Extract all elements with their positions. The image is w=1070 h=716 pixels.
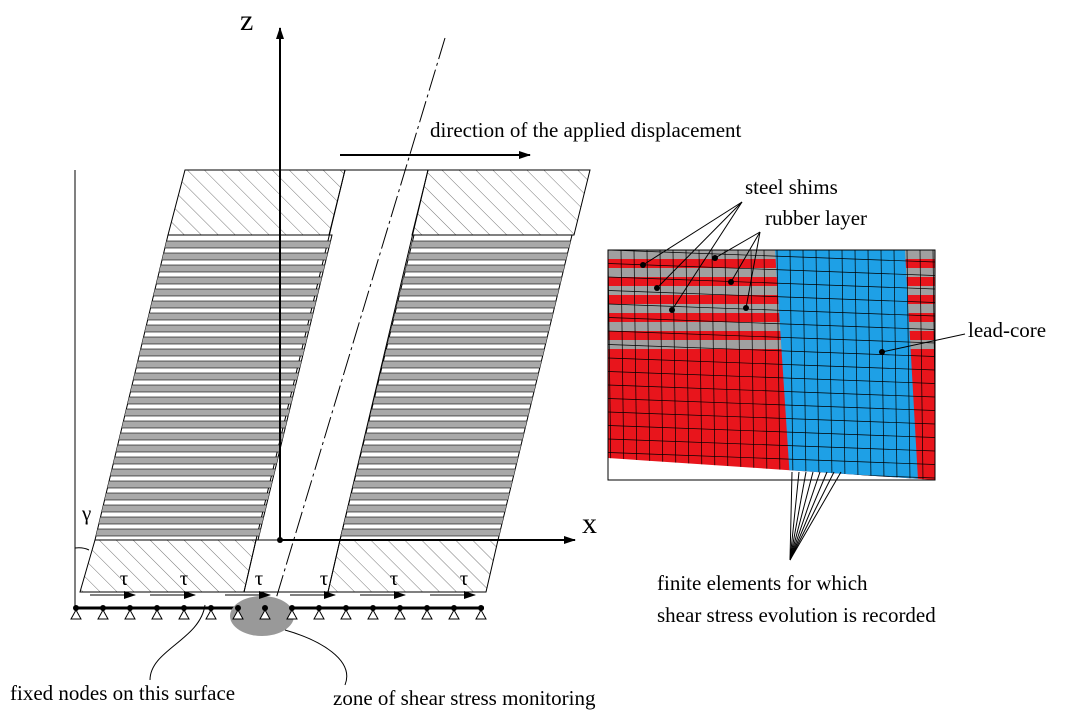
dot <box>743 305 749 311</box>
top-plate <box>168 170 345 235</box>
fe-leader <box>790 472 827 560</box>
x-label: x <box>582 507 597 540</box>
node <box>181 605 187 611</box>
zone-label: zone of shear stress monitoring <box>333 686 596 710</box>
shim <box>80 529 580 536</box>
angle-arc <box>75 548 89 550</box>
top-plate <box>412 170 590 235</box>
node <box>451 605 457 611</box>
node <box>208 605 214 611</box>
support <box>98 610 108 619</box>
shim <box>80 277 580 284</box>
node <box>316 605 322 611</box>
dot <box>654 285 660 291</box>
dot <box>640 262 646 268</box>
support <box>395 610 405 619</box>
fe-leaders <box>790 472 841 560</box>
node <box>478 605 484 611</box>
node <box>262 605 268 611</box>
tau-label: τ <box>460 566 468 590</box>
support <box>422 610 432 619</box>
tau-label: τ <box>390 566 398 590</box>
node <box>73 605 79 611</box>
node <box>289 605 295 611</box>
tau-label: τ <box>255 566 263 590</box>
shim <box>80 517 580 524</box>
node <box>235 605 241 611</box>
fe-label: shear stress evolution is recorded <box>657 603 936 627</box>
origin <box>277 537 283 543</box>
node <box>370 605 376 611</box>
support <box>125 610 135 619</box>
tau-label: τ <box>180 566 188 590</box>
node <box>397 605 403 611</box>
support <box>206 610 216 619</box>
dot <box>728 279 734 285</box>
direction-label: direction of the applied displacement <box>430 118 742 142</box>
node <box>127 605 133 611</box>
node <box>100 605 106 611</box>
node <box>424 605 430 611</box>
support <box>449 610 459 619</box>
dot <box>712 255 718 261</box>
z-label: z <box>240 4 253 37</box>
shim <box>80 253 580 260</box>
fixed-nodes-label: fixed nodes on this surface <box>10 681 235 705</box>
gamma-label: γ <box>81 501 91 525</box>
support <box>71 610 81 619</box>
rubber-layer-label: rubber layer <box>765 206 867 230</box>
node <box>154 605 160 611</box>
bottom-plate <box>328 540 498 592</box>
fe-leader <box>790 472 834 560</box>
dot <box>879 349 885 355</box>
support <box>152 610 162 619</box>
support <box>341 610 351 619</box>
fe-label: finite elements for which <box>657 571 868 595</box>
fe-leader <box>790 472 813 560</box>
tau-label: τ <box>320 566 328 590</box>
support <box>368 610 378 619</box>
mesh-line <box>608 480 935 492</box>
steel-shims-label: steel shims <box>745 175 838 199</box>
shim <box>80 265 580 272</box>
tau-label: τ <box>120 566 128 590</box>
support <box>314 610 324 619</box>
lead-core-label: lead-core <box>968 318 1046 342</box>
node <box>343 605 349 611</box>
support <box>476 610 486 619</box>
diagram: τ τ τ τ τ τ z x γ direction of the applied di… <box>0 0 1070 716</box>
dot <box>669 307 675 313</box>
support <box>179 610 189 619</box>
bottom-plate <box>80 540 256 592</box>
